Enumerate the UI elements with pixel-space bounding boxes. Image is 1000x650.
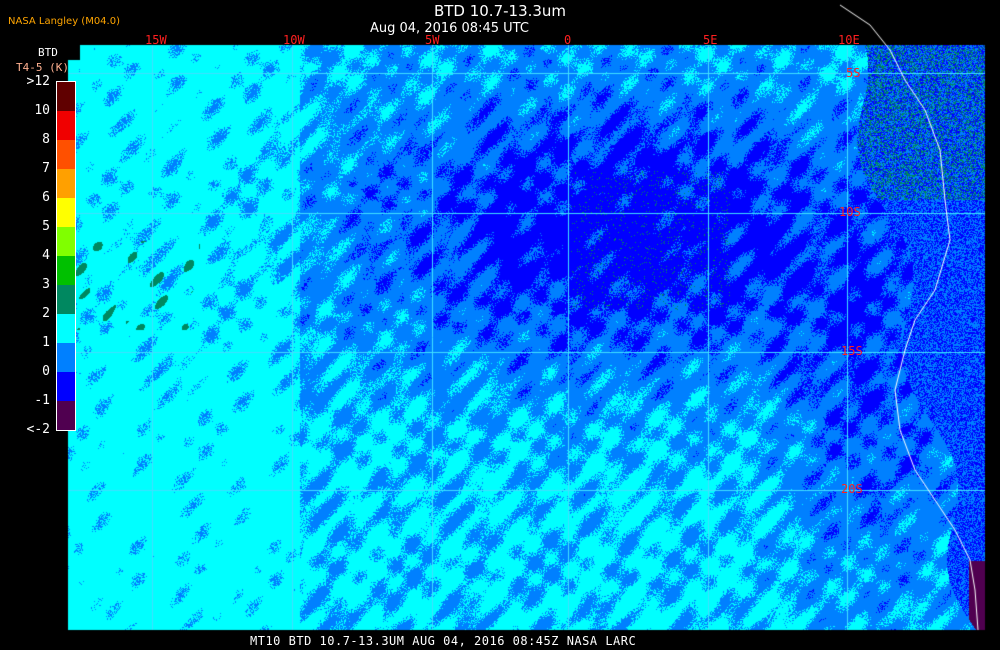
legend-label: 10 (34, 103, 50, 118)
color-band (57, 314, 75, 343)
legend-label: 0 (42, 364, 50, 379)
color-scale-bar (56, 81, 76, 431)
organization-label: NASA Langley (M04.0) (8, 16, 120, 27)
color-band (57, 401, 75, 430)
color-band (57, 82, 75, 111)
lat-label: 20S (841, 482, 863, 496)
lon-label: 15W (145, 33, 167, 47)
legend-label: 8 (42, 132, 50, 147)
image-title: BTD 10.7-13.3um (433, 2, 567, 20)
lon-label: 5W (425, 33, 440, 47)
legend-label: 4 (42, 248, 50, 263)
legend-label: -1 (34, 393, 50, 408)
legend-label: <-2 (26, 422, 50, 437)
color-band (57, 227, 75, 256)
footer-caption: MT10 BTD 10.7-13.3UM AUG 04, 2016 08:45Z… (250, 634, 637, 648)
lat-label: 10S (839, 205, 861, 219)
color-band (57, 169, 75, 198)
image-timestamp: Aug 04, 2016 08:45 UTC (370, 21, 529, 36)
legend-label: 7 (42, 161, 50, 176)
color-band (57, 140, 75, 169)
legend-units: T4-5 (K) (16, 61, 69, 74)
color-band (57, 111, 75, 140)
lon-label: 10W (283, 33, 305, 47)
legend-label: 5 (42, 219, 50, 234)
legend-label: 2 (42, 306, 50, 321)
lon-label: 5E (703, 33, 718, 47)
color-band (57, 372, 75, 401)
color-band (57, 343, 75, 372)
color-band (57, 256, 75, 285)
legend-label: >12 (26, 74, 50, 89)
legend-title: BTD (38, 46, 58, 59)
lat-label: 5S (846, 66, 861, 80)
legend-label: 1 (42, 335, 50, 350)
lon-label: 10E (838, 33, 860, 47)
lon-label: 0 (564, 33, 572, 47)
legend-label: 3 (42, 277, 50, 292)
lat-label: 15S (841, 344, 863, 358)
color-band (57, 198, 75, 227)
legend-label: 6 (42, 190, 50, 205)
color-band (57, 285, 75, 314)
